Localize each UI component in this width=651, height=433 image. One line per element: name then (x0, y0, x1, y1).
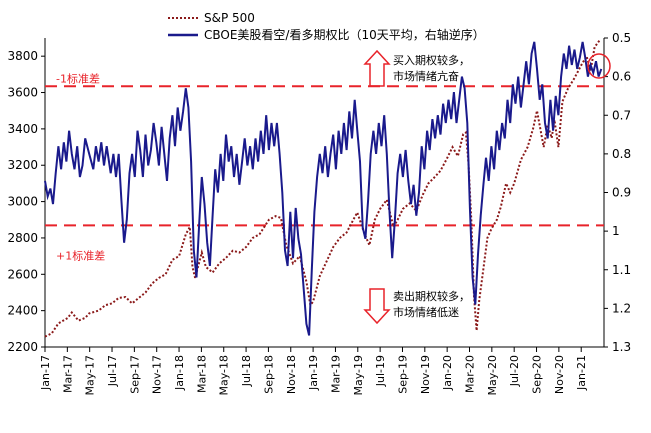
left-tick-label: 2200 (7, 340, 38, 354)
right-tick-label: 1.3 (612, 340, 631, 354)
x-tick-label: Jul-17 (106, 355, 119, 387)
right-tick-label: 1.2 (612, 301, 631, 315)
x-tick-label: Jan-18 (173, 355, 186, 391)
annotation-down-line2: 市场情绪低迷 (393, 305, 459, 319)
x-tick-label: May-20 (486, 355, 499, 396)
band-minus-1-std-label: -1标准差 (56, 71, 100, 85)
highlight-circle (587, 53, 611, 79)
right-tick-label: 1.1 (612, 263, 631, 277)
x-tick-label: Nov-18 (285, 355, 298, 394)
x-tick-label: Sep-19 (396, 355, 409, 394)
left-tick-label: 2400 (7, 304, 38, 318)
legend: S&P 500 CBOE美股看空/看多期权比（10天平均，右轴逆序） (168, 11, 485, 42)
left-tick-label: 2800 (7, 231, 38, 245)
x-tick-label: Jan-20 (441, 355, 454, 391)
right-tick-label: 0.5 (612, 31, 631, 45)
left-tick-label: 3200 (7, 158, 38, 172)
x-tick-label: Mar-19 (329, 355, 342, 393)
x-tick-label: May-19 (352, 355, 365, 396)
x-tick-label: Jul-20 (508, 355, 521, 387)
x-tick-label: May-18 (218, 355, 231, 396)
x-tick-label: Sep-17 (128, 355, 141, 394)
annotation-up-line1: 买入期权较多， (393, 53, 470, 67)
annotation-up: 买入期权较多， 市场情绪亢奋 (363, 49, 470, 87)
left-tick-label: 3800 (7, 49, 38, 63)
left-tick-label: 3000 (7, 195, 38, 209)
x-axis-ticks: Jan-17 Mar-17 May-17 Jul-17 Sep-17 Nov-17 Jan-… (39, 347, 588, 396)
right-tick-label: 0.9 (612, 186, 631, 200)
x-tick-label: Jan-19 (307, 355, 320, 391)
x-tick-label: Mar-20 (464, 355, 477, 393)
right-axis-ticks: 0.5 0.6 0.7 0.8 0.9 1 1.1 1.2 1.3 (604, 31, 631, 354)
legend-sp500-label: S&P 500 (204, 11, 255, 25)
left-tick-label: 3600 (7, 86, 38, 100)
x-tick-label: Mar-17 (61, 355, 74, 393)
series-cboe-line (44, 41, 603, 336)
x-tick-label: Nov-17 (151, 355, 164, 394)
x-tick-label: Jul-18 (240, 355, 253, 387)
band-plus-1-std-label: +1标准差 (56, 248, 105, 262)
x-tick-label: Mar-18 (195, 355, 208, 393)
x-tick-label: Nov-20 (553, 355, 566, 394)
x-tick-label: Nov-19 (419, 355, 432, 394)
right-tick-label: 1 (612, 224, 620, 238)
left-tick-label: 2600 (7, 267, 38, 281)
right-tick-label: 0.6 (612, 70, 631, 84)
x-tick-label: Sep-18 (262, 355, 275, 394)
x-tick-label: Jan-17 (39, 355, 52, 391)
arrow-down-icon (363, 288, 391, 325)
annotation-down: 卖出期权较多， 市场情绪低迷 (363, 288, 470, 325)
x-tick-label: May-17 (84, 355, 97, 396)
annotation-up-line2: 市场情绪亢奋 (393, 69, 459, 83)
x-tick-label: Jul-19 (374, 355, 387, 387)
right-tick-label: 0.8 (612, 147, 631, 161)
left-axis-ticks: 2200 2400 2600 2800 3000 3200 3400 3600 3800 (7, 49, 45, 354)
x-tick-label: Sep-20 (531, 355, 544, 394)
annotation-down-line1: 卖出期权较多， (393, 289, 470, 303)
x-tick-label: Jan-21 (575, 355, 588, 391)
legend-cboe-label: CBOE美股看空/看多期权比（10天平均，右轴逆序） (204, 27, 485, 42)
series-sp500-line (44, 39, 601, 338)
right-tick-label: 0.7 (612, 108, 631, 122)
std-bands: -1标准差 +1标准差 (45, 71, 604, 262)
arrow-up-icon (363, 49, 391, 87)
left-tick-label: 3400 (7, 122, 38, 136)
